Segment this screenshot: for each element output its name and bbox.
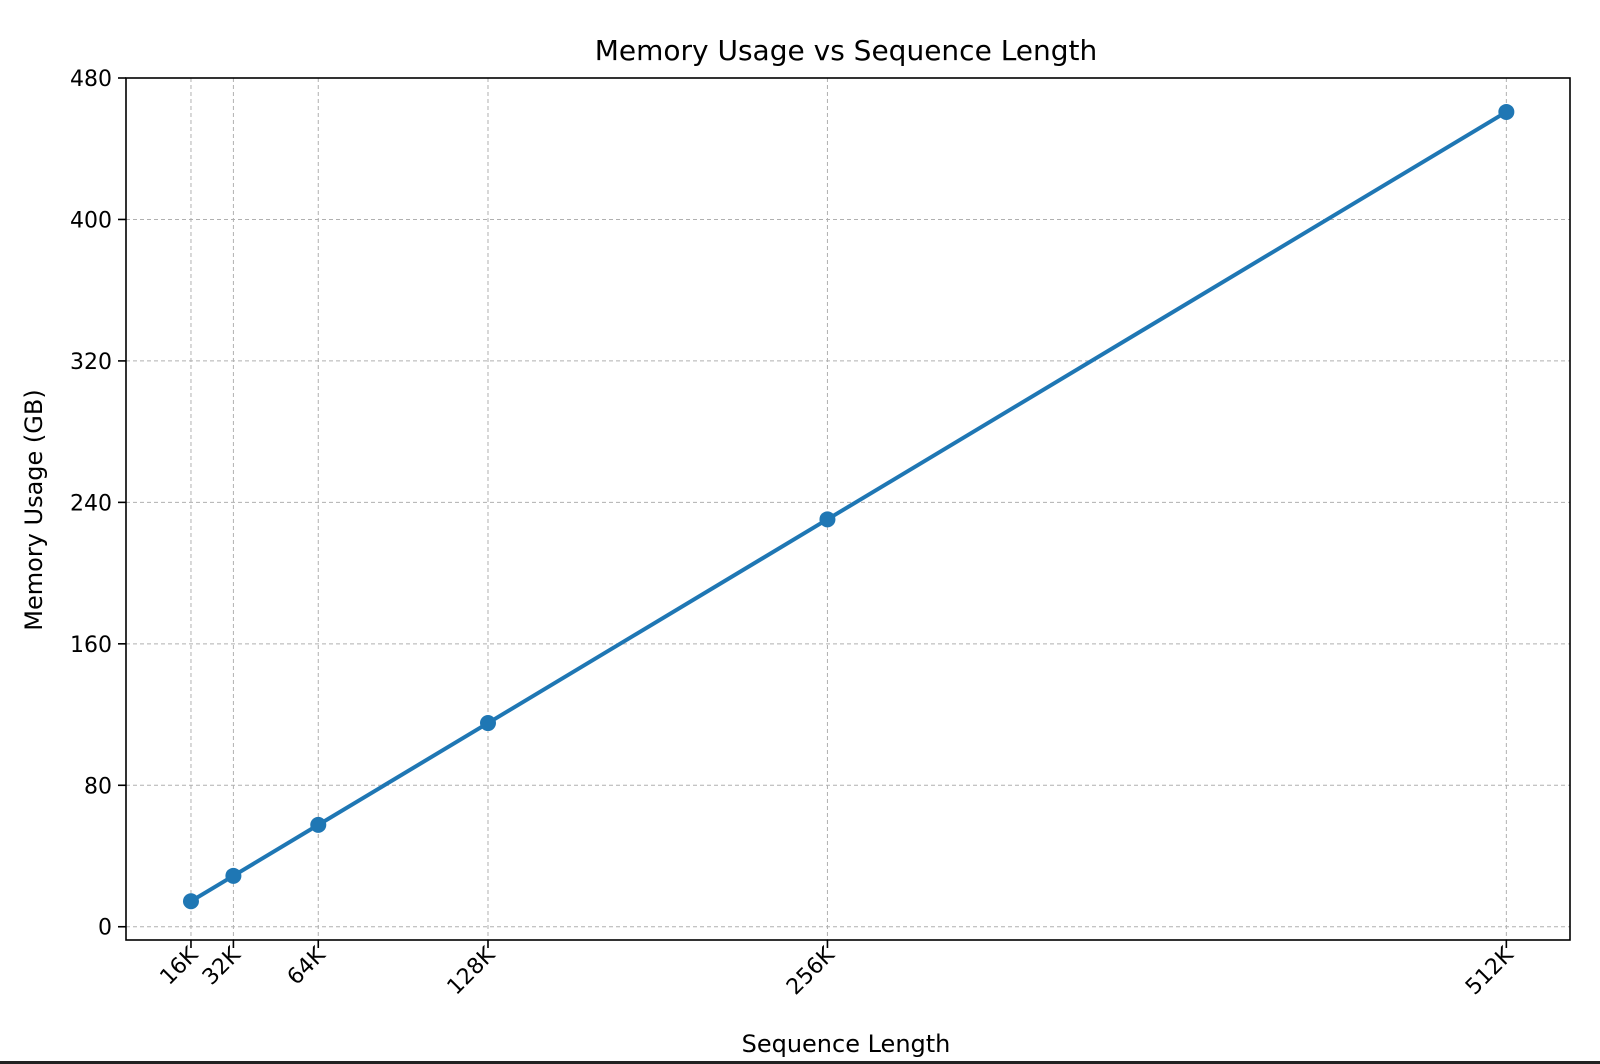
data-point — [182, 893, 199, 910]
x-tick-label: 128K — [443, 942, 501, 1000]
data-point — [1498, 103, 1515, 120]
data-point — [479, 715, 496, 732]
y-tick-label: 240 — [70, 491, 112, 516]
x-tick-label: 32K — [198, 942, 246, 990]
data-point — [310, 816, 327, 833]
y-axis-label: Memory Usage (GB) — [20, 389, 48, 630]
y-tick-label: 80 — [84, 774, 112, 799]
series-layer — [182, 103, 1515, 910]
series-line — [188, 109, 1509, 904]
y-axis: 0 80 160 240 320 400 480 — [70, 67, 126, 941]
plot-area-frame — [125, 77, 1571, 941]
data-point — [819, 511, 836, 528]
x-tick-label: 64K — [283, 942, 331, 990]
y-tick-label: 480 — [70, 67, 112, 92]
y-tick-label: 160 — [70, 633, 112, 658]
x-tick-label: 256K — [782, 942, 840, 1000]
x-tick-label: 16K — [156, 942, 204, 990]
y-tick-label: 320 — [70, 350, 112, 375]
y-tick-label: 400 — [70, 208, 112, 233]
x-tick-label: 512K — [1461, 942, 1519, 1000]
bottom-border — [0, 1061, 1600, 1064]
x-axis-label: Sequence Length — [742, 1030, 951, 1058]
y-tick-label: 0 — [98, 916, 112, 941]
data-point — [225, 867, 242, 884]
chart-title: Memory Usage vs Sequence Length — [595, 34, 1098, 67]
